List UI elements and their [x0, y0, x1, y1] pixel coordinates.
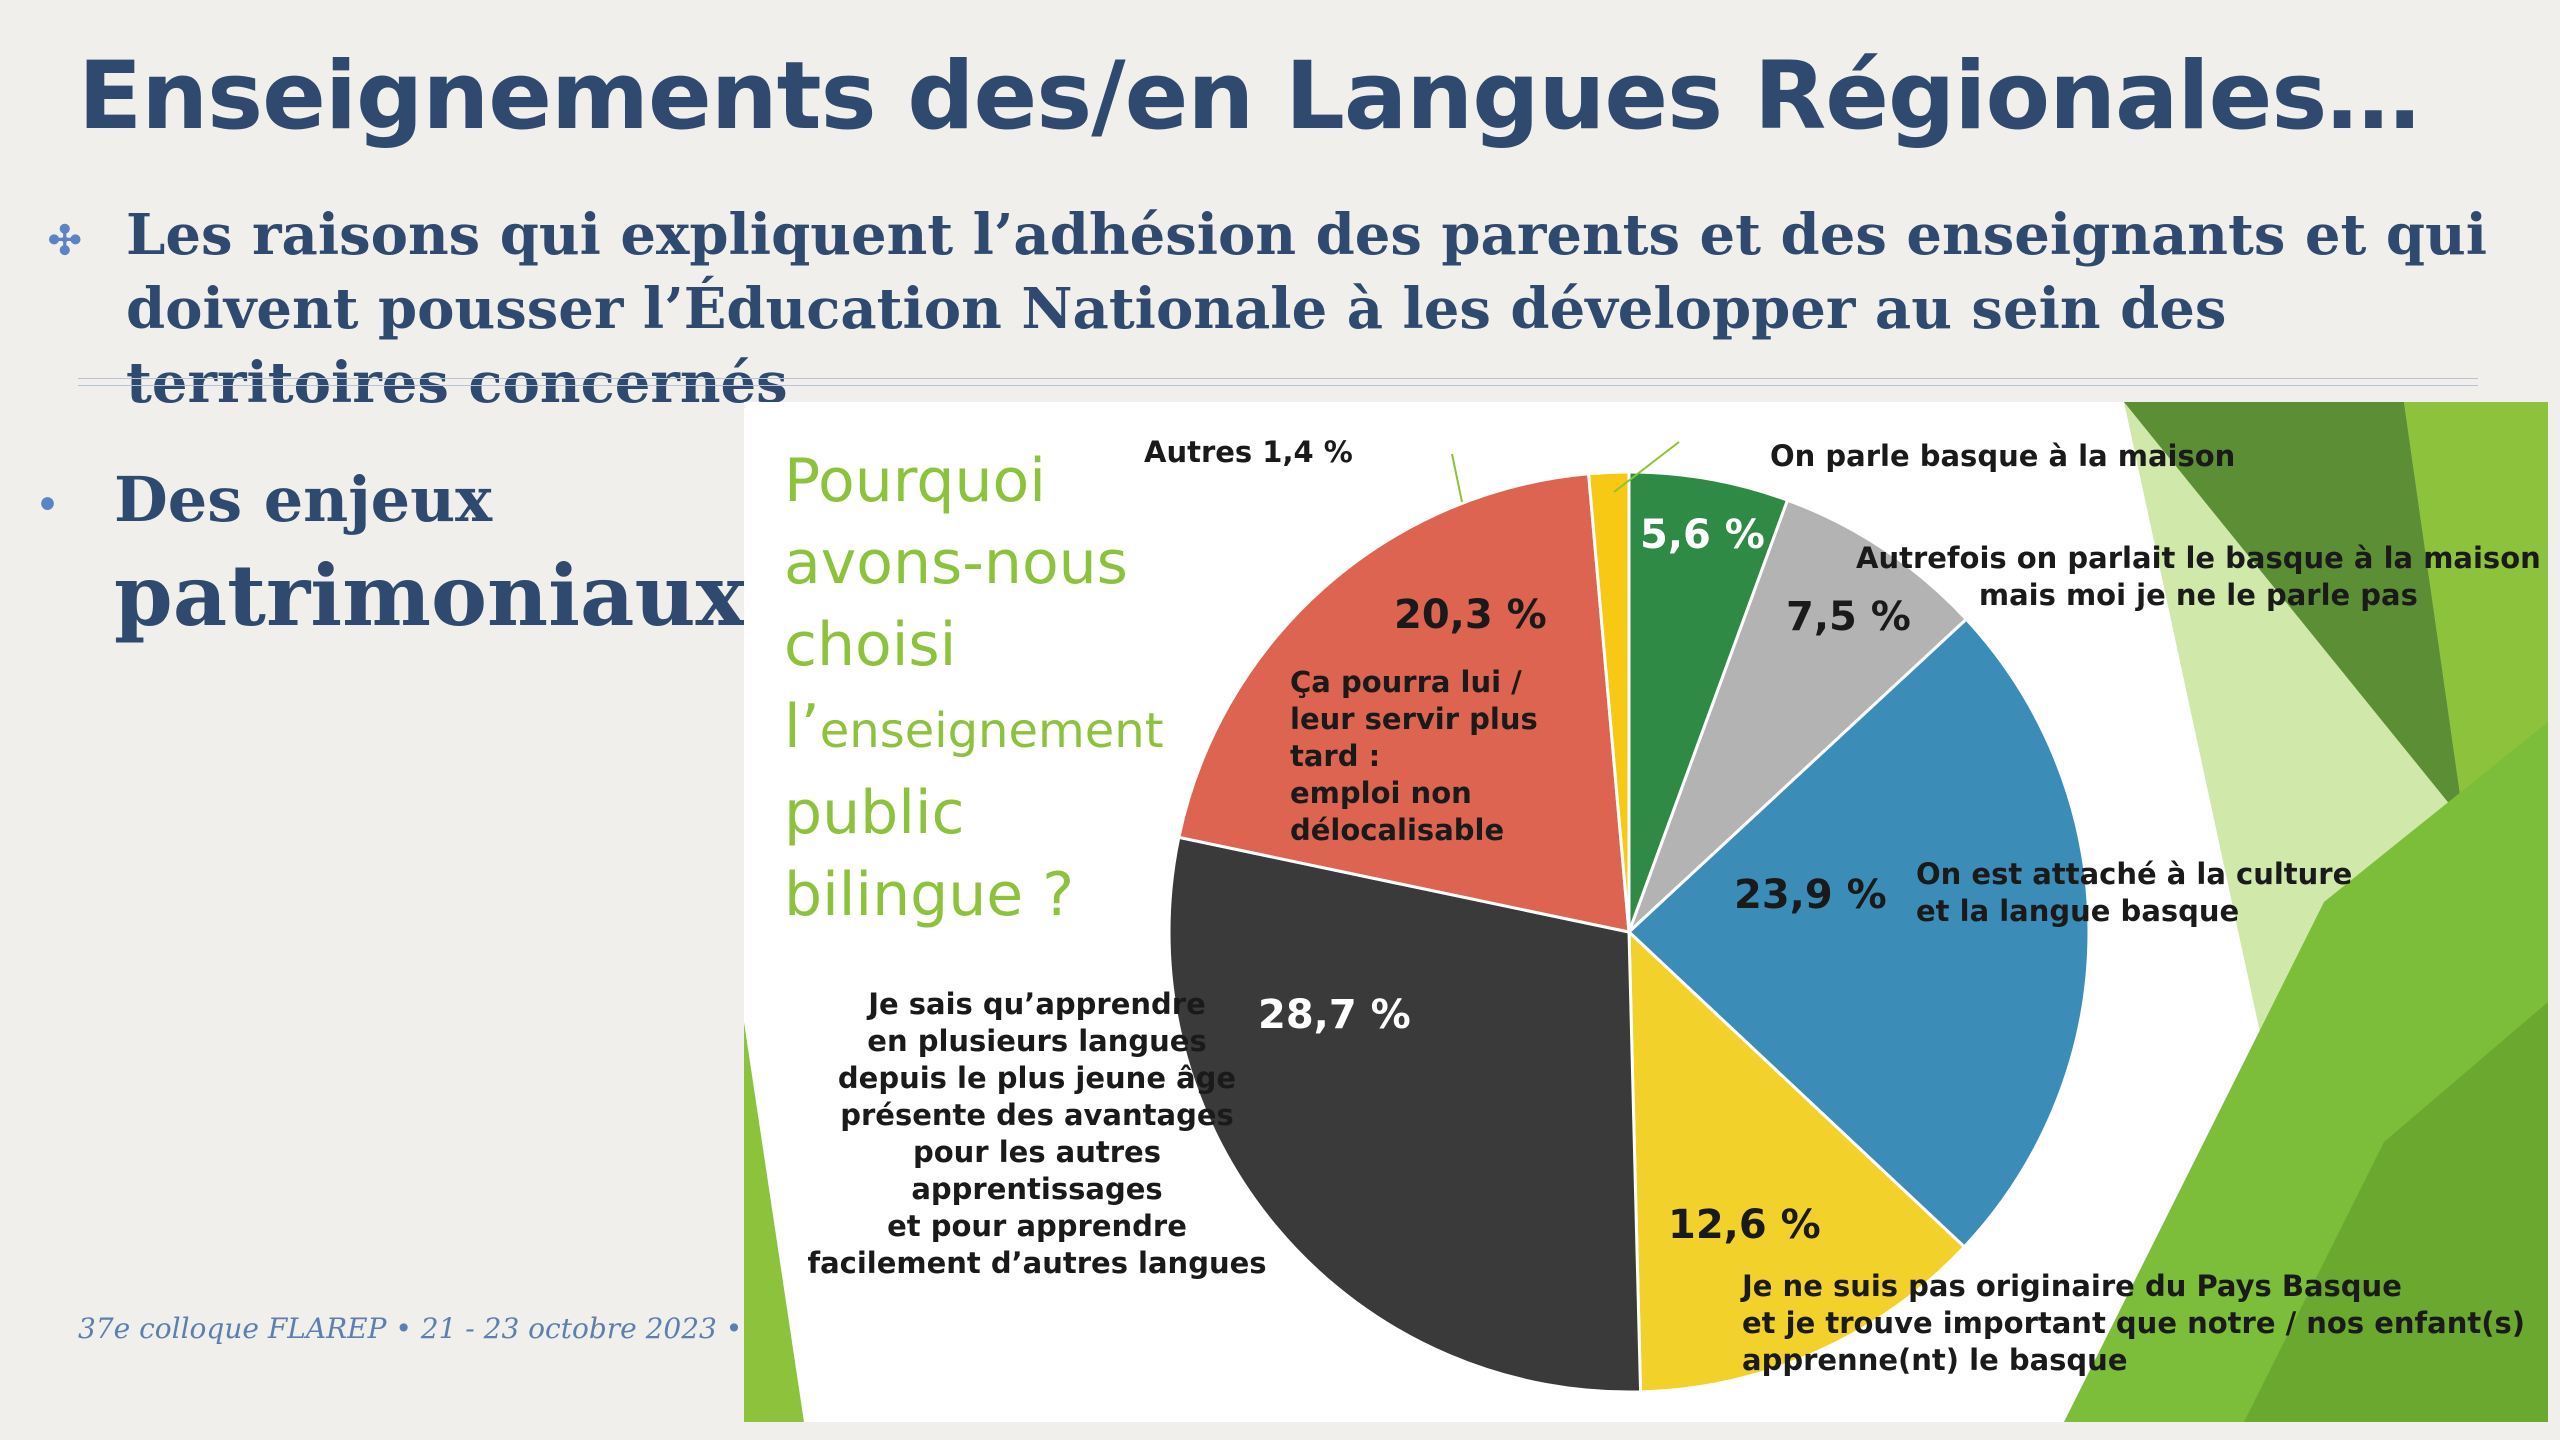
bullet-icon: ✣	[48, 217, 82, 264]
leader-line	[1613, 441, 1680, 493]
question-prefix: l’	[784, 692, 820, 762]
slice-attache	[1626, 617, 2091, 1250]
slice-emploi	[1177, 472, 1631, 934]
sub-bullet-line2: patrimoniaux	[114, 546, 746, 645]
slice-pct-attache: 23,9 %	[1734, 872, 1887, 918]
autres-value: 1,4 %	[1262, 435, 1353, 469]
pie-chart-image: Pourquoi avons-nous choisi l’enseignemen…	[744, 402, 2548, 1422]
divider	[78, 385, 2478, 386]
slice-label-emploi: Ça pourra lui / leur servir plus tard : …	[1290, 665, 1538, 847]
question-line: bilingue ?	[784, 860, 1075, 930]
main-bullet-text: Les raisons qui expliquent l’adhésion de…	[126, 202, 2488, 416]
slice-pct-emploi: 20,3 %	[1394, 592, 1547, 638]
question-line: l’enseignement	[784, 686, 1204, 772]
slice-autrefois	[1627, 498, 1969, 934]
chart-question: Pourquoi avons-nous choisi l’enseignemen…	[784, 440, 1204, 936]
pie-chart	[744, 402, 2548, 1422]
sub-bullet-line1: Des enjeux	[114, 463, 493, 536]
question-line: avons-nous	[784, 528, 1128, 598]
slice-label-basque-maison: On parle basque à la maison	[1770, 439, 2236, 473]
autres-name: Autres	[1144, 435, 1253, 469]
slice-label-autrefois: Autrefois on parlait le basque à la mais…	[1856, 541, 2541, 612]
slice-label-attache: On est attaché à la culture et la langue…	[1916, 857, 2353, 928]
bg-shape-dark	[2124, 402, 2464, 822]
slice-originaire	[1627, 928, 1967, 1394]
question-small-word: enseignement	[819, 703, 1164, 759]
question-line: Pourquoi	[784, 446, 1046, 516]
question-line: public	[784, 778, 965, 848]
slice-avantages	[1167, 835, 1643, 1394]
slice-pct-autrefois: 7,5 %	[1786, 594, 1911, 640]
slice-label-autres: Autres 1,4 %	[1144, 434, 1353, 471]
slice-pct-originaire: 12,6 %	[1668, 1202, 1821, 1248]
main-bullet: ✣ Les raisons qui expliquent l’adhésion …	[48, 198, 2528, 420]
leader-line	[1451, 453, 1463, 503]
slice-basque-maison	[1627, 470, 1790, 933]
bullet-dot-icon: •	[36, 484, 60, 526]
slice-pct-avantages: 28,7 %	[1258, 992, 1411, 1038]
sub-bullet: • Des enjeux patrimoniaux	[36, 460, 746, 652]
slice-label-avantages: Je sais qu’apprendre en plusieurs langue…	[807, 987, 1267, 1280]
slice-pct-basque-maison: 5,6 %	[1640, 512, 1765, 558]
footer: 37e colloque FLAREP • 21 - 23 octobre 20…	[78, 1312, 743, 1345]
bg-shape-bottom-dark	[2244, 1002, 2548, 1422]
question-line: choisi	[784, 610, 957, 680]
divider	[78, 378, 2478, 379]
bg-shape-left	[744, 1022, 804, 1422]
slice-label-originaire: Je ne suis pas originaire du Pays Basque…	[1742, 1269, 2525, 1377]
slide-title: Enseignements des/en Langues Régionales…	[78, 42, 2420, 151]
slice-autres	[1586, 470, 1631, 933]
decorative-background	[744, 402, 2548, 1422]
